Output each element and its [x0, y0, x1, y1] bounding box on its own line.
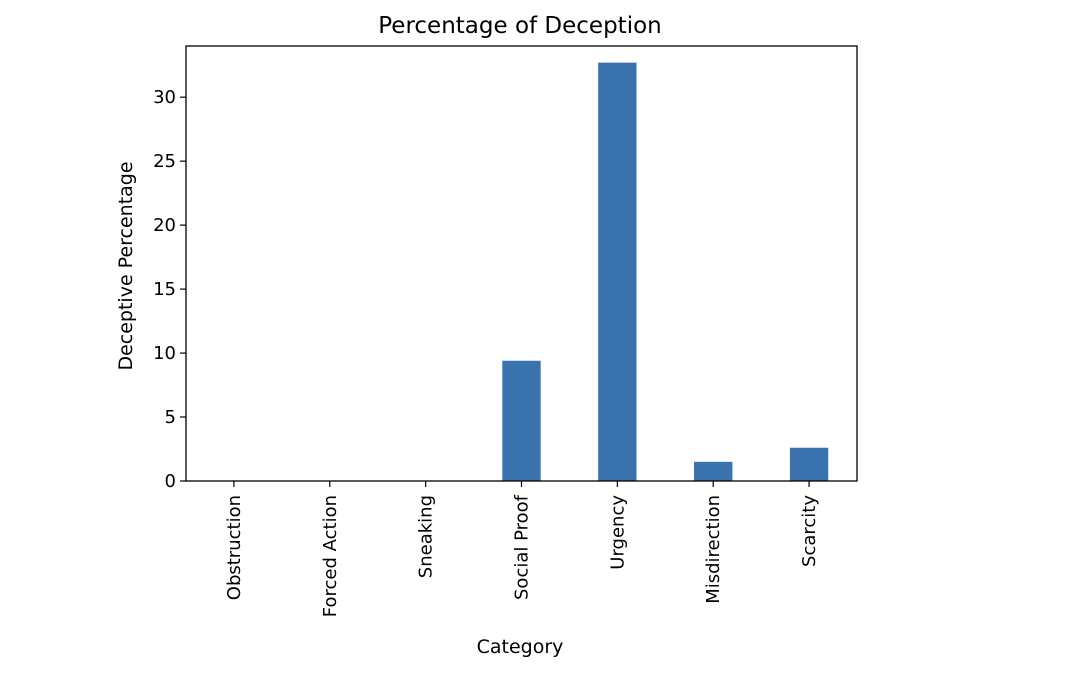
y-tick-label: 10	[153, 343, 176, 364]
x-axis: Obstruction Forced Action Sneaking Social P…	[224, 481, 820, 617]
x-tick-label: Social Proof	[512, 494, 533, 600]
y-tick-label: 0	[165, 471, 176, 492]
x-tick-label: Forced Action	[320, 495, 341, 617]
x-tick-label: Scarcity	[799, 495, 820, 567]
y-tick-label: 30	[153, 87, 176, 108]
y-axis: 0 5 10 15 20 25 30	[153, 87, 186, 492]
bars-group	[502, 62, 829, 481]
y-axis-label: Deceptive Percentage	[115, 161, 137, 370]
y-tick-label: 15	[153, 279, 176, 300]
x-tick-label: Sneaking	[416, 495, 437, 578]
bar-social-proof	[502, 360, 541, 481]
y-tick-label: 20	[153, 215, 176, 236]
chart-title: Percentage of Deception	[378, 13, 662, 39]
x-axis-label: Category	[477, 636, 564, 658]
y-tick-label: 25	[153, 151, 176, 172]
x-tick-label: Misdirection	[703, 495, 724, 604]
bar-urgency	[598, 62, 637, 481]
bar-misdirection	[694, 461, 733, 481]
x-tick-label: Obstruction	[224, 495, 245, 600]
bar-scarcity	[789, 447, 829, 481]
x-tick-label: Urgency	[607, 495, 628, 570]
y-tick-label: 5	[165, 407, 176, 428]
